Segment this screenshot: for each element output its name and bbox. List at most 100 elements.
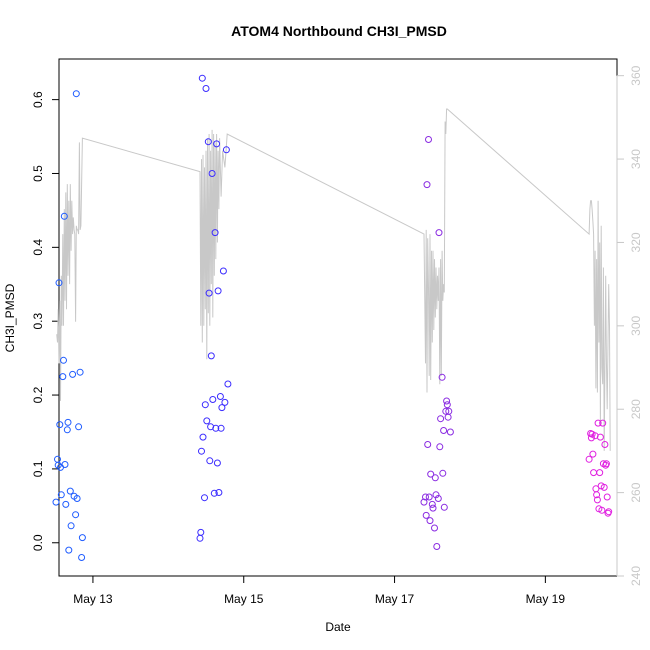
data-point [603,493,611,501]
data-point [61,461,69,468]
data-point [422,493,429,501]
data-point [424,441,432,448]
data-point [602,460,610,468]
data-point [199,433,207,441]
data-point [75,423,83,431]
chart-title: ATOM4 Northbound CH3I_PMSD [231,23,447,39]
data-point [427,470,435,478]
data-point [596,469,604,477]
data-point [72,511,80,519]
data-point [585,455,593,463]
data-point [436,443,444,451]
data-point [64,418,72,426]
data-point [215,489,223,496]
data-point [60,356,67,364]
data-point [206,457,214,465]
data-point [213,459,221,467]
data-point [67,522,75,530]
data-point [423,181,431,189]
data-point [59,373,67,381]
line-series-path [56,108,611,451]
data-point [217,424,225,432]
y-tick-label: 0.2 [31,386,45,403]
data-point [224,380,232,388]
data-point [443,401,451,409]
data-point [66,487,74,495]
data-point [600,483,608,491]
data-point [443,397,451,405]
data-point [596,433,604,441]
data-point [219,267,227,275]
data-point [431,474,439,482]
y-tick-label: 0.4 [31,239,45,256]
y2-tick-label: 320 [629,232,643,252]
data-point [440,427,448,434]
y-tick-label: 0.5 [31,165,45,182]
data-point [57,491,65,499]
data-point [78,534,86,542]
data-point [432,491,440,499]
data-point [204,138,212,146]
data-point [56,421,64,429]
data-point [209,396,217,403]
data-point [214,287,222,295]
data-point [198,447,205,455]
x-axis-label: Date [325,620,351,634]
data-point [598,506,606,514]
data-point [435,229,443,237]
data-point [429,504,437,512]
data-point [601,441,609,448]
y2-tick-label: 340 [629,149,643,169]
data-point [55,279,63,287]
data-point [433,543,441,550]
data-point [197,528,205,536]
data-point [216,393,224,400]
data-point [72,90,80,98]
data-point [205,289,213,297]
data-point [69,370,77,378]
data-point [425,136,432,143]
data-point [198,74,206,82]
data-point [201,401,209,409]
data-point [202,85,210,92]
scatter-points [52,74,613,561]
data-point [60,212,68,220]
data-point [218,404,226,412]
data-point [78,554,86,561]
data-point [211,229,219,237]
data-point [594,419,602,427]
data-point [605,508,613,516]
y-tick-label: 0.6 [31,91,45,108]
x-tick-label: May 15 [224,592,264,606]
data-point [201,494,208,502]
data-point [431,524,438,532]
data-point [593,491,601,499]
data-point [54,461,62,469]
data-point [63,426,71,434]
data-point [65,546,73,554]
y-tick-label: 0.1 [31,460,45,477]
data-point [207,352,215,360]
data-point [446,428,454,436]
data-point [438,373,446,381]
data-point [593,496,601,504]
data-point [222,146,230,154]
y2-tick-label: 300 [629,316,643,336]
y-axis-label: CH3I_PMSD [3,283,17,352]
data-point [437,415,445,423]
y2-tick-label: 240 [629,566,643,586]
line-series [56,108,611,451]
y2-tick-label: 360 [629,65,643,85]
data-point [213,140,221,148]
data-point [428,500,436,508]
data-point [442,407,450,415]
axis-ticks: May 13 May 15 May 17 May 19 0.0 0.1 0.2 0.3 0.4 0… [31,65,643,606]
data-point [434,495,442,502]
x-tick-label: May 13 [73,592,113,606]
x-tick-label: May 19 [526,592,566,606]
data-point [76,368,84,376]
data-point [62,500,70,508]
data-point [420,498,428,506]
data-point [599,419,607,427]
